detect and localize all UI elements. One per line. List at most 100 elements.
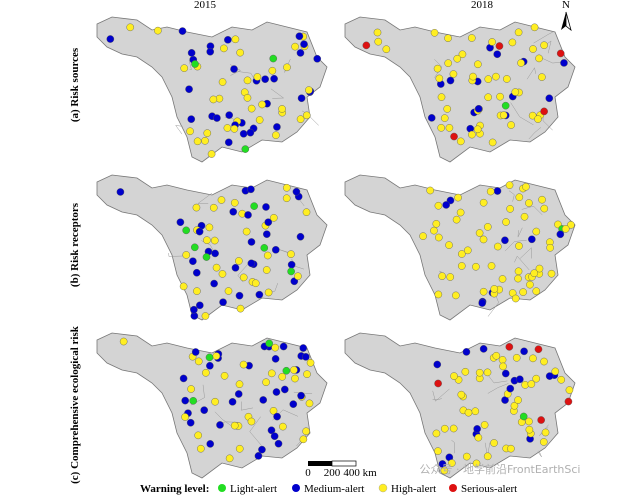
map-point bbox=[545, 94, 554, 103]
sub-boundary bbox=[432, 398, 442, 400]
map-point bbox=[218, 78, 227, 86]
map-point bbox=[193, 137, 202, 146]
map-point bbox=[271, 355, 280, 363]
sub-boundary bbox=[517, 227, 523, 238]
map-point bbox=[265, 339, 273, 348]
map-point bbox=[271, 343, 279, 352]
map-point bbox=[473, 425, 481, 433]
basin-outline bbox=[344, 174, 576, 321]
sub-boundary bbox=[510, 102, 534, 126]
map-point bbox=[230, 125, 239, 133]
sub-boundary bbox=[504, 239, 527, 252]
scale-label: 0 bbox=[305, 467, 311, 479]
map-point bbox=[517, 59, 525, 67]
map-point bbox=[503, 75, 511, 83]
map-point bbox=[561, 225, 570, 233]
map-point bbox=[225, 111, 233, 119]
map-point bbox=[527, 380, 536, 388]
map-point bbox=[493, 50, 502, 59]
map-point bbox=[520, 212, 529, 221]
map-point bbox=[506, 205, 514, 213]
map-point bbox=[251, 279, 260, 288]
map-point bbox=[212, 263, 221, 272]
sub-boundary bbox=[432, 388, 450, 402]
map-point bbox=[432, 220, 441, 228]
map-point bbox=[202, 253, 211, 261]
map-point bbox=[191, 348, 200, 356]
sub-boundary bbox=[514, 255, 530, 271]
map-point bbox=[515, 242, 523, 250]
map-point bbox=[262, 203, 270, 211]
map-point bbox=[434, 290, 443, 299]
map-point bbox=[258, 445, 266, 454]
sub-boundary bbox=[249, 416, 262, 446]
map-point bbox=[475, 229, 484, 237]
map-point bbox=[239, 129, 248, 138]
sub-boundary bbox=[293, 391, 313, 394]
map-point bbox=[506, 384, 515, 393]
scale-segment bbox=[331, 460, 357, 467]
map-point bbox=[479, 287, 488, 296]
map-point bbox=[186, 418, 195, 427]
map-point bbox=[461, 367, 470, 376]
map-point bbox=[446, 76, 455, 85]
map-point bbox=[219, 298, 227, 306]
north-arrow-left bbox=[561, 12, 566, 30]
map-point bbox=[297, 94, 306, 103]
map-point bbox=[187, 385, 195, 393]
sub-boundary bbox=[528, 127, 542, 140]
map-point bbox=[247, 185, 255, 194]
map-point bbox=[176, 218, 185, 227]
map-point bbox=[498, 275, 507, 283]
sub-boundary bbox=[434, 59, 443, 78]
map-point bbox=[181, 396, 190, 405]
map-point bbox=[181, 413, 189, 421]
map-point bbox=[278, 105, 286, 113]
map-point bbox=[294, 272, 302, 281]
legend-label: Light-alert bbox=[230, 483, 277, 495]
legend-title: Warning level: bbox=[140, 483, 209, 495]
map-point bbox=[516, 375, 524, 384]
map-point bbox=[534, 345, 543, 354]
map-point bbox=[189, 257, 197, 266]
map-point bbox=[230, 198, 239, 207]
map-point bbox=[532, 374, 541, 383]
row-label: (c) Comprehensive ecological risk bbox=[69, 325, 81, 484]
map-point bbox=[247, 104, 256, 113]
map-point bbox=[535, 264, 544, 273]
map-point bbox=[241, 145, 250, 153]
map-point bbox=[253, 73, 262, 81]
map-point bbox=[551, 367, 560, 376]
map-point bbox=[255, 116, 264, 124]
basin-outline bbox=[96, 16, 328, 163]
map-point bbox=[514, 28, 523, 37]
map-point bbox=[515, 193, 524, 202]
map-point bbox=[296, 49, 305, 57]
map-point bbox=[262, 378, 270, 387]
map-point bbox=[289, 400, 298, 408]
map-point bbox=[532, 287, 541, 295]
map-point bbox=[483, 452, 492, 461]
map-point bbox=[456, 137, 465, 146]
legend-swatch bbox=[449, 484, 457, 492]
map-point bbox=[444, 34, 452, 42]
map-point bbox=[243, 94, 252, 102]
map-point bbox=[457, 262, 466, 270]
map-point bbox=[529, 354, 537, 363]
map-point bbox=[230, 421, 239, 430]
map-point bbox=[564, 397, 573, 406]
map-point bbox=[116, 188, 125, 196]
map-point bbox=[260, 244, 269, 252]
map-point bbox=[498, 356, 507, 364]
map-point bbox=[505, 181, 514, 189]
legend-swatch bbox=[378, 483, 388, 493]
map-point bbox=[444, 59, 452, 67]
map-point bbox=[205, 353, 214, 362]
map-point bbox=[437, 93, 446, 101]
map-point bbox=[263, 251, 272, 260]
map-point bbox=[273, 412, 281, 421]
map-point bbox=[299, 435, 308, 444]
map-point bbox=[258, 100, 266, 109]
map-point bbox=[469, 72, 477, 81]
basin-outline bbox=[96, 174, 328, 321]
